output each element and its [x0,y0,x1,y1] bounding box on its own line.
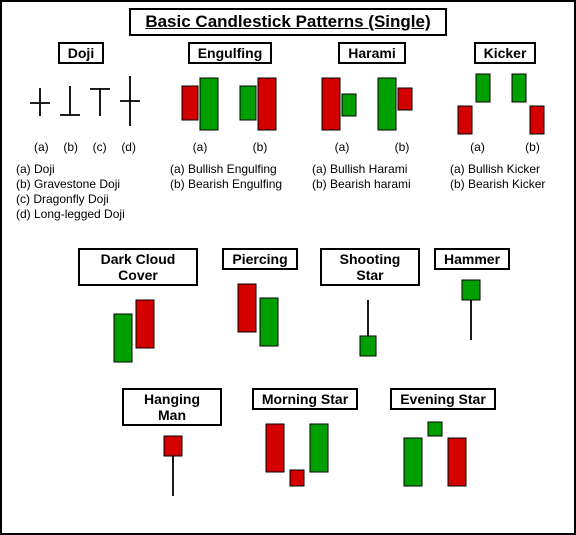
pattern-svg [388,410,498,492]
section-hanging: Hanging Man [122,388,222,508]
section-evening: Evening Star [388,388,498,492]
legend-line: (c) Dragonfly Doji [16,192,146,207]
title-wrap: Basic Candlestick Patterns (Single) [2,2,574,36]
legend-line: (b) Gravestone Doji [16,177,146,192]
label-morning: Morning Star [252,388,358,410]
pattern-svg [250,410,360,492]
label-harami: Harami [338,42,405,64]
legend-line: (b) Bearish harami [312,177,432,192]
legend-line: (b) Bearish Kicker [450,177,560,192]
section-harami: Harami (a) (b) (a) Bullish Harami(b) Bearis… [312,42,432,192]
section-hammer: Hammer [432,248,512,352]
label-dcc: Dark Cloud Cover [78,248,198,286]
tag: (a) [335,140,350,154]
section-dcc: Dark Cloud Cover [78,248,198,368]
tag: (b) [63,140,78,154]
pattern-svg [16,64,146,140]
page: Basic Candlestick Patterns (Single) Doji… [0,0,576,535]
pattern-svg [312,64,432,140]
tag: (d) [121,140,136,154]
section-engulfing: Engulfing (a) (b) (a) Bullish Engulfing(b) … [170,42,290,192]
legend-engulfing: (a) Bullish Engulfing(b) Bearish Engulfi… [170,162,290,192]
tag: (a) [193,140,208,154]
tag: (b) [395,140,410,154]
legend-kicker: (a) Bullish Kicker(b) Bearish Kicker [450,162,560,192]
legend-line: (a) Bullish Engulfing [170,162,290,177]
legend-line: (a) Bullish Harami [312,162,432,177]
tag: (a) [34,140,49,154]
legend-line: (a) Bullish Kicker [450,162,560,177]
legend-harami: (a) Bullish Harami(b) Bearish harami [312,162,432,192]
pattern-svg [170,64,290,140]
section-shootingstar: Shooting Star [320,248,420,368]
pattern-svg [450,64,560,140]
legend-line: (a) Doji [16,162,146,177]
label-kicker: Kicker [474,42,537,64]
pattern-svg [320,286,420,368]
legend-line: (d) Long-legged Doji [16,207,146,222]
label-shootingstar: Shooting Star [320,248,420,286]
section-doji: Doji (a) (b) (c) (d) (a) Doji(b) Gravestone D… [16,42,146,222]
section-morning: Morning Star [250,388,360,492]
section-kicker: Kicker (a) (b) (a) Bullish Kicker(b) Bearis… [450,42,560,192]
label-piercing: Piercing [222,248,297,270]
pattern-svg [78,286,198,368]
label-hammer: Hammer [434,248,510,270]
label-engulfing: Engulfing [188,42,273,64]
page-title: Basic Candlestick Patterns (Single) [129,8,446,36]
pattern-svg [220,270,300,352]
pattern-svg [432,270,512,352]
label-hanging: Hanging Man [122,388,222,426]
tag: (a) [470,140,485,154]
tag: (b) [253,140,268,154]
label-evening: Evening Star [390,388,496,410]
pattern-svg [122,426,222,508]
tag: (b) [525,140,540,154]
section-piercing: Piercing [220,248,300,352]
legend-line: (b) Bearish Engulfing [170,177,290,192]
tag: (c) [93,140,107,154]
label-doji: Doji [58,42,104,64]
legend-doji: (a) Doji(b) Gravestone Doji(c) Dragonfly… [16,162,146,222]
